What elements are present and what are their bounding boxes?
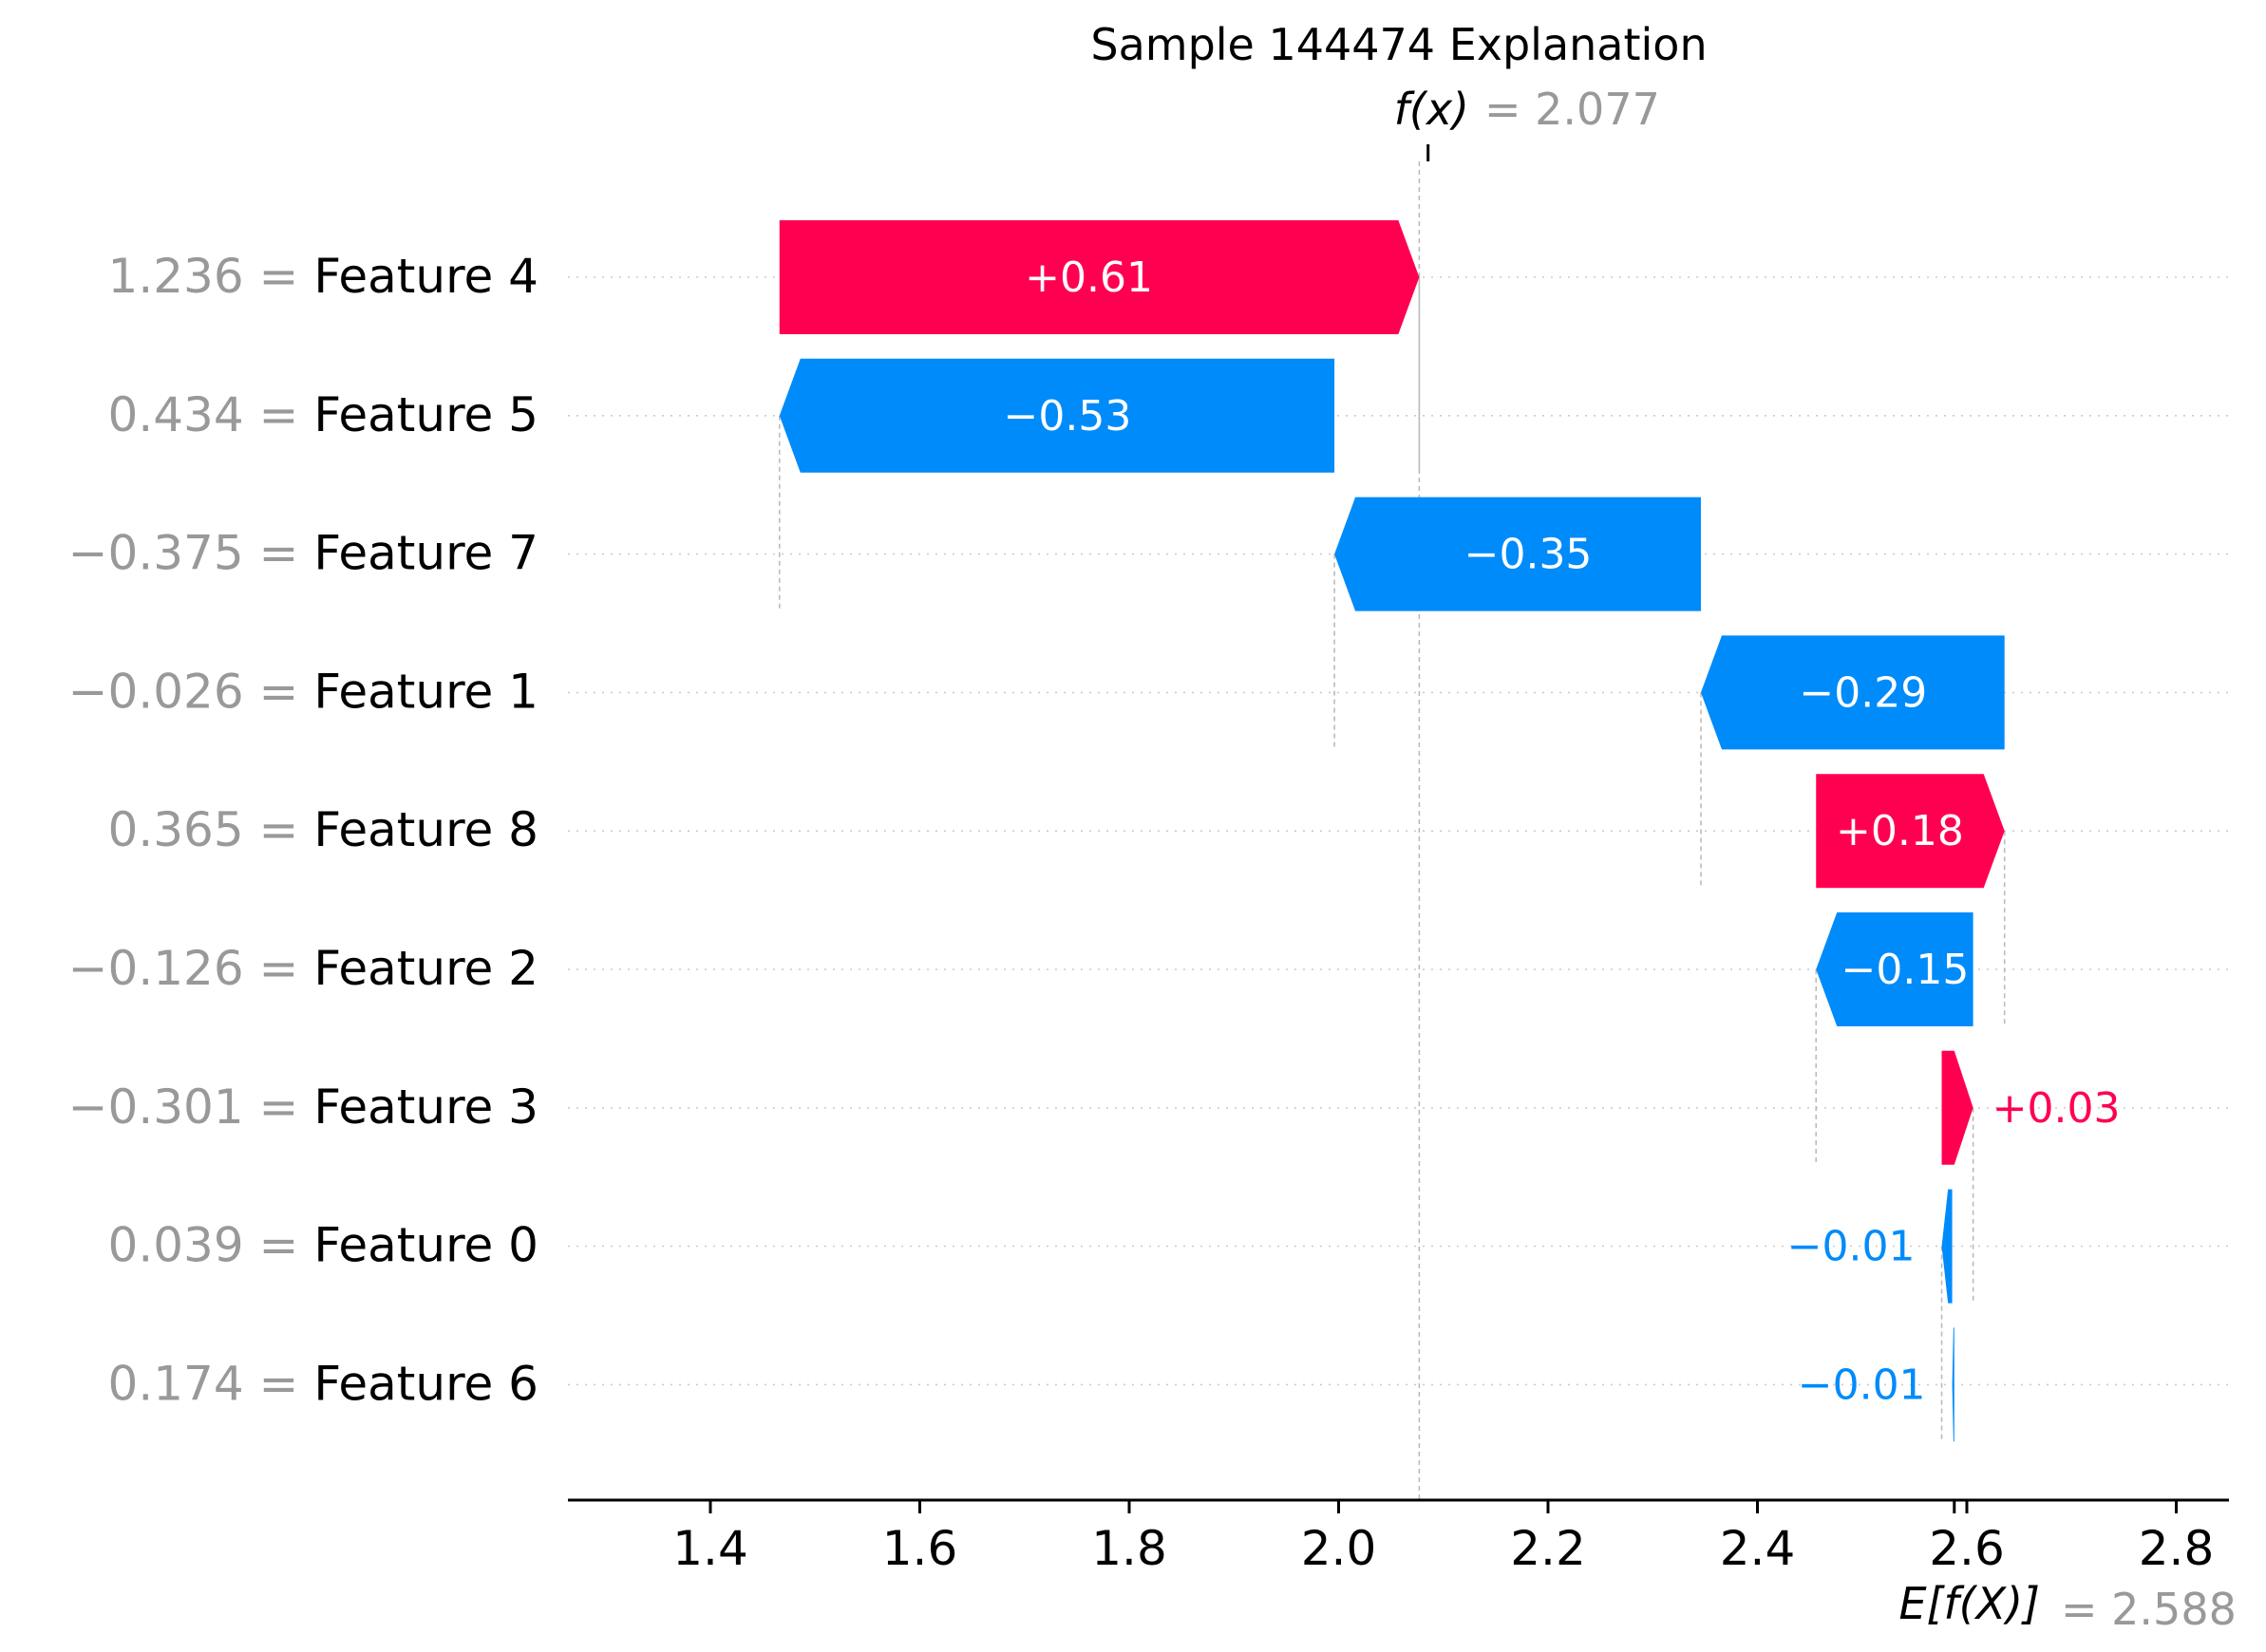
feature-value-text: 1.236 = xyxy=(108,249,314,304)
feature-label: −0.026 = Feature 1 xyxy=(68,664,538,719)
feature-name-text: Feature 7 xyxy=(313,526,538,581)
feature-label: 0.174 = Feature 6 xyxy=(108,1356,538,1411)
reference-lines xyxy=(778,161,2006,1500)
feature-name-text: Feature 1 xyxy=(313,664,538,719)
x-tick-label: 2.4 xyxy=(1720,1521,1796,1576)
base-label: E[f(X)] xyxy=(1898,1578,2040,1629)
x-tick-label: 1.8 xyxy=(1091,1521,1167,1576)
bar-feature-1 xyxy=(1700,635,2005,750)
base-value: = 2.588 xyxy=(2061,1584,2237,1635)
x-tick-label: 2.2 xyxy=(1510,1521,1586,1576)
bar-feature-5 xyxy=(779,358,1335,473)
feature-label: −0.301 = Feature 3 xyxy=(68,1079,538,1135)
feature-value-text: 0.434 = xyxy=(108,387,314,442)
feature-name-text: Feature 8 xyxy=(313,802,538,857)
contribution-label: +0.18 xyxy=(1836,807,1964,855)
feature-value-text: −0.375 = xyxy=(68,526,314,581)
feature-name-text: Feature 2 xyxy=(313,941,538,996)
bar-feature-7 xyxy=(1334,497,1701,611)
feature-value-text: −0.301 = xyxy=(68,1079,314,1135)
feature-label: −0.126 = Feature 2 xyxy=(68,941,538,996)
bar-feature-4 xyxy=(779,220,1420,334)
feature-label: 0.434 = Feature 5 xyxy=(108,387,538,442)
chart-title: Sample 144474 Explanation xyxy=(1090,19,1707,70)
x-tick-label: 1.4 xyxy=(672,1521,748,1576)
fx-label: f(x) xyxy=(1394,84,1469,135)
x-tick-label: 1.6 xyxy=(882,1521,958,1576)
feature-name-text: Feature 5 xyxy=(313,387,538,442)
bars-layer xyxy=(779,220,2005,1442)
contribution-label: +0.61 xyxy=(1025,253,1153,302)
x-tick-label: 2.0 xyxy=(1301,1521,1377,1576)
feature-value-text: −0.126 = xyxy=(68,941,314,996)
feature-label: 1.236 = Feature 4 xyxy=(108,249,538,304)
feature-value-text: 0.174 = xyxy=(108,1356,314,1411)
bar-feature-0 xyxy=(1941,1189,1953,1304)
bar-feature-8 xyxy=(1816,774,2005,889)
labels-layer: +0.61 1.236 = Feature 4 −0.53 0.434 = Featu… xyxy=(68,249,2121,1411)
contribution-label: +0.03 xyxy=(1992,1084,2121,1133)
x-axis: 1.4 1.6 1.8 2.0 2.2 2.4 2.6 2.8 xyxy=(568,1498,2229,1576)
feature-name-text: Feature 4 xyxy=(313,249,538,304)
bar-feature-3 xyxy=(1941,1050,1973,1165)
contribution-label: −0.15 xyxy=(1841,946,1970,994)
contribution-label: −0.35 xyxy=(1464,531,1593,579)
fx-value: = 2.077 xyxy=(1484,84,1660,135)
x-tick-label: 2.6 xyxy=(1929,1521,2005,1576)
contribution-label: −0.01 xyxy=(1798,1361,1926,1409)
feature-label: 0.039 = Feature 0 xyxy=(108,1218,538,1273)
feature-value-text: 0.039 = xyxy=(108,1218,314,1273)
bar-feature-6 xyxy=(1952,1327,1954,1442)
feature-value-text: −0.026 = xyxy=(68,664,314,719)
feature-name-text: Feature 6 xyxy=(313,1356,538,1411)
contribution-label: −0.53 xyxy=(1004,392,1132,441)
x-tick-label: 2.8 xyxy=(2139,1521,2215,1576)
feature-value-text: 0.365 = xyxy=(108,802,314,857)
contribution-label: −0.29 xyxy=(1799,668,1927,717)
feature-name-text: Feature 0 xyxy=(313,1218,538,1273)
feature-name-text: Feature 3 xyxy=(313,1079,538,1135)
bar-feature-2 xyxy=(1816,912,1973,1026)
feature-label: 0.365 = Feature 8 xyxy=(108,802,538,857)
feature-label: −0.375 = Feature 7 xyxy=(68,526,538,581)
contribution-label: −0.01 xyxy=(1787,1223,1916,1271)
